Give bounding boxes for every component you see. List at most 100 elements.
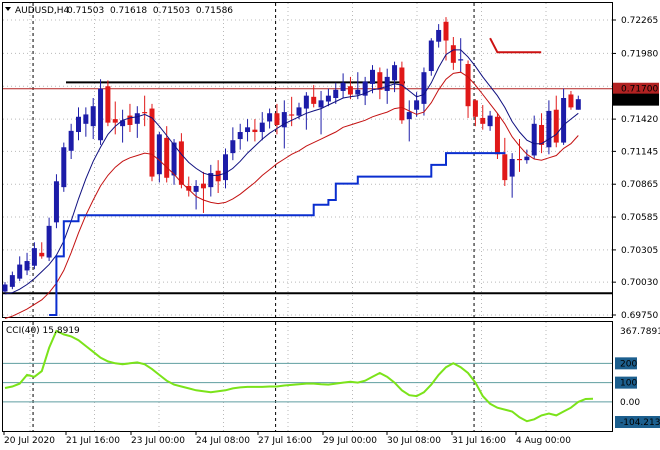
candle-bullish <box>120 120 126 127</box>
cci-axis-label: 367.7891 <box>620 327 660 337</box>
candle-bullish <box>245 127 251 133</box>
candle-bullish <box>259 122 265 133</box>
candle-bearish <box>450 45 456 63</box>
candle-bearish <box>39 252 45 257</box>
cci-level-marker <box>615 376 637 389</box>
candle-bearish <box>480 117 486 124</box>
candle-bullish <box>223 154 228 181</box>
current-price-label: 0.71586 <box>621 96 658 106</box>
candle-bullish <box>68 130 74 151</box>
candle-bullish <box>24 261 30 271</box>
candle-bullish <box>509 158 515 177</box>
time-tick-label: 20 Jul 2020 <box>4 436 55 446</box>
time-tick-label: 27 Jul 16:00 <box>258 436 312 446</box>
price-tick-label: 0.70030 <box>621 278 658 288</box>
cci-axis-label: -104.2134 <box>620 418 660 428</box>
candle-bullish <box>76 116 81 133</box>
candle-bullish <box>193 185 199 192</box>
price-tick-label: 0.70865 <box>621 180 658 190</box>
candle-bearish <box>105 86 111 123</box>
cci-level-marker <box>615 357 637 370</box>
candle-bullish <box>406 112 412 120</box>
candle-bearish <box>553 109 559 143</box>
price-tick-label: 0.71980 <box>621 49 658 59</box>
time-tick-label: 23 Jul 00:00 <box>131 436 185 446</box>
candle-bullish <box>458 59 464 61</box>
price-tick-label: 0.71420 <box>621 115 658 125</box>
price-tick-label: 0.69750 <box>621 311 658 321</box>
candle-bullish <box>421 72 427 104</box>
chart-menu-triangle-icon[interactable] <box>5 7 11 11</box>
cci-axis-label: 200 <box>620 359 637 369</box>
candle-bullish <box>325 95 331 102</box>
cci-indicator <box>3 329 612 423</box>
candle-bearish <box>539 124 545 145</box>
cci-panel-frame <box>2 321 613 432</box>
candle-bearish <box>311 96 317 104</box>
candle-bearish <box>568 94 574 108</box>
price-tick-label: 0.70585 <box>621 213 658 223</box>
cci-axis: 367.7891 200 100 0.00 -104.2134 <box>615 327 660 428</box>
chart-ohlc: 0.71503 0.71618 0.71503 0.71586 <box>67 6 233 16</box>
candle-bearish <box>215 170 221 182</box>
price-tick-label: 0.71145 <box>621 147 658 157</box>
candle-bullish <box>524 156 530 161</box>
candle-bearish <box>472 100 478 117</box>
candle-bullish <box>98 88 104 141</box>
candles <box>2 17 581 293</box>
candle-bullish <box>2 284 8 292</box>
time-axis: 20 Jul 2020 21 Jul 16:00 23 Jul 00:00 24 Ju… <box>3 431 571 446</box>
candle-bearish <box>377 72 383 90</box>
price-tick-label: 0.72265 <box>621 16 658 26</box>
candle-bullish <box>370 69 375 84</box>
candle-bullish <box>267 113 273 122</box>
current-price-marker <box>613 93 659 106</box>
candle-bullish <box>362 81 368 96</box>
candle-bullish <box>296 107 302 116</box>
candle-bullish <box>561 98 567 143</box>
candle-bearish <box>274 113 280 125</box>
candle-bullish <box>414 100 420 110</box>
time-tick-label: 30 Jul 08:00 <box>387 436 441 446</box>
candle-bullish <box>281 112 287 128</box>
candle-bullish <box>384 76 390 91</box>
candle-bearish <box>186 185 192 191</box>
cci-min-marker <box>615 416 660 428</box>
time-tick-label: 31 Jul 16:00 <box>452 436 506 446</box>
price-marker-red-label: 0.71700 <box>621 85 658 95</box>
candle-bullish <box>208 173 214 188</box>
price-tick-label: 0.70305 <box>621 246 658 256</box>
candle-bullish <box>31 248 37 266</box>
candle-bullish <box>575 99 581 110</box>
candle-bearish <box>289 114 295 116</box>
candle-bearish <box>347 86 353 95</box>
stop-line-blue <box>49 152 506 316</box>
candle-bearish <box>164 137 170 178</box>
candle-bullish <box>90 106 96 127</box>
candle-bearish <box>127 115 133 125</box>
candle-bullish <box>61 147 67 188</box>
candle-bullish <box>436 29 442 42</box>
candle-bearish <box>443 21 449 41</box>
candle-bearish <box>399 67 405 121</box>
candle-bearish <box>494 116 500 155</box>
candle-bearish <box>252 129 258 133</box>
candle-bearish <box>112 119 118 123</box>
cci-label: CCI(40) 15.8919 <box>6 326 80 336</box>
candle-bearish <box>178 141 184 185</box>
candle-bullish <box>53 181 59 223</box>
price-axis: 0.72265 0.71980 0.71700 0.71420 0.71145 0.708… <box>612 16 659 321</box>
candle-bullish <box>171 142 177 176</box>
candle-bullish <box>546 110 552 148</box>
candle-bullish <box>46 225 52 258</box>
cci-axis-label: 0.00 <box>620 398 640 408</box>
moving-average-red-line <box>4 71 579 319</box>
grid <box>3 3 612 431</box>
candle-bearish <box>465 63 471 107</box>
candle-bullish <box>9 275 15 287</box>
stop-line-red <box>489 37 542 54</box>
candle-bullish <box>318 100 324 108</box>
candle-bullish <box>333 89 339 99</box>
